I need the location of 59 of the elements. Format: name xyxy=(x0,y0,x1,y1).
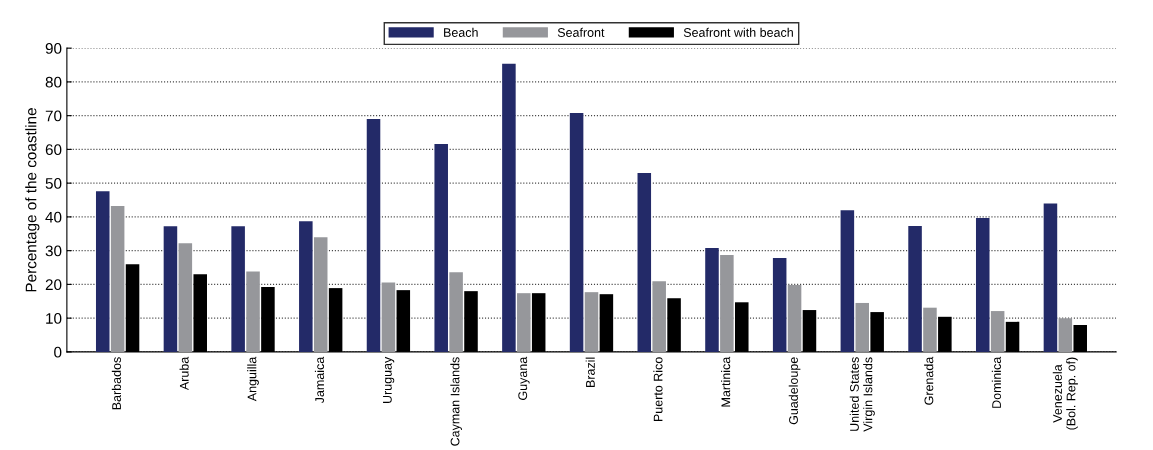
bar xyxy=(246,271,260,352)
bar xyxy=(975,217,990,352)
x-tick-label: Brazil xyxy=(585,357,595,387)
y-tick-label: 50 xyxy=(45,178,62,189)
x-tick-label: Martinica xyxy=(721,356,731,407)
y-tick-label: 70 xyxy=(45,110,62,122)
bar xyxy=(110,206,125,352)
bar xyxy=(381,282,396,352)
bar xyxy=(720,255,734,352)
bar xyxy=(163,226,178,352)
bar xyxy=(923,307,937,352)
x-tick-label: Uruguay xyxy=(383,356,395,404)
bar xyxy=(313,237,328,352)
y-tick-label: 30 xyxy=(45,245,62,257)
bar xyxy=(1058,318,1073,352)
bar xyxy=(1043,203,1058,352)
bar xyxy=(449,272,463,352)
x-tick-label: Guyana xyxy=(518,356,530,400)
legend-label: Seafront xyxy=(557,27,605,37)
bar xyxy=(637,173,652,352)
bar xyxy=(231,226,245,352)
x-tick-label: Grenada xyxy=(924,356,934,405)
x-tick-label: Dominica xyxy=(991,356,1001,408)
y-tick-label: 40 xyxy=(45,211,62,223)
x-tick-label: Barbados xyxy=(111,357,121,410)
x-tick-label: Aruba xyxy=(179,356,189,391)
y-tick-label: 0 xyxy=(54,346,62,358)
bar xyxy=(299,221,313,352)
bar xyxy=(569,112,584,352)
bar xyxy=(705,247,719,352)
bar xyxy=(584,292,599,352)
y-tick-label: 20 xyxy=(45,279,62,291)
x-tick-label: Jamaica xyxy=(314,356,325,404)
legend-label: Seafront with beach xyxy=(683,27,793,37)
y-tick-label: 10 xyxy=(46,313,62,324)
x-tick-label: Cayman Islands xyxy=(450,357,462,446)
bar xyxy=(840,210,855,352)
bar xyxy=(434,144,448,352)
x-tick-label: United States Virgin Islands xyxy=(849,357,875,432)
bar xyxy=(652,281,666,352)
bar xyxy=(990,311,1005,352)
y-tick-label: 90 xyxy=(45,43,62,54)
bar xyxy=(517,293,531,352)
x-tick-label: Anguilla xyxy=(247,356,259,402)
bar xyxy=(772,258,787,352)
y-tick-label: 80 xyxy=(45,76,62,88)
y-axis-title: Percentage of the coastline xyxy=(25,108,40,292)
bar xyxy=(855,302,870,352)
x-tick-label: Puerto Rico xyxy=(653,357,663,422)
bar xyxy=(366,119,381,352)
legend-label: Beach xyxy=(444,27,478,37)
bar xyxy=(502,63,516,352)
y-tick-label: 60 xyxy=(45,144,62,156)
bar xyxy=(95,191,110,352)
bar xyxy=(908,226,922,352)
bar xyxy=(787,285,802,352)
x-tick-label: Guadeloupe xyxy=(788,357,801,425)
x-tick-label: Venezuela (Bol. Rep. of) xyxy=(1052,357,1078,430)
bar xyxy=(178,243,193,352)
